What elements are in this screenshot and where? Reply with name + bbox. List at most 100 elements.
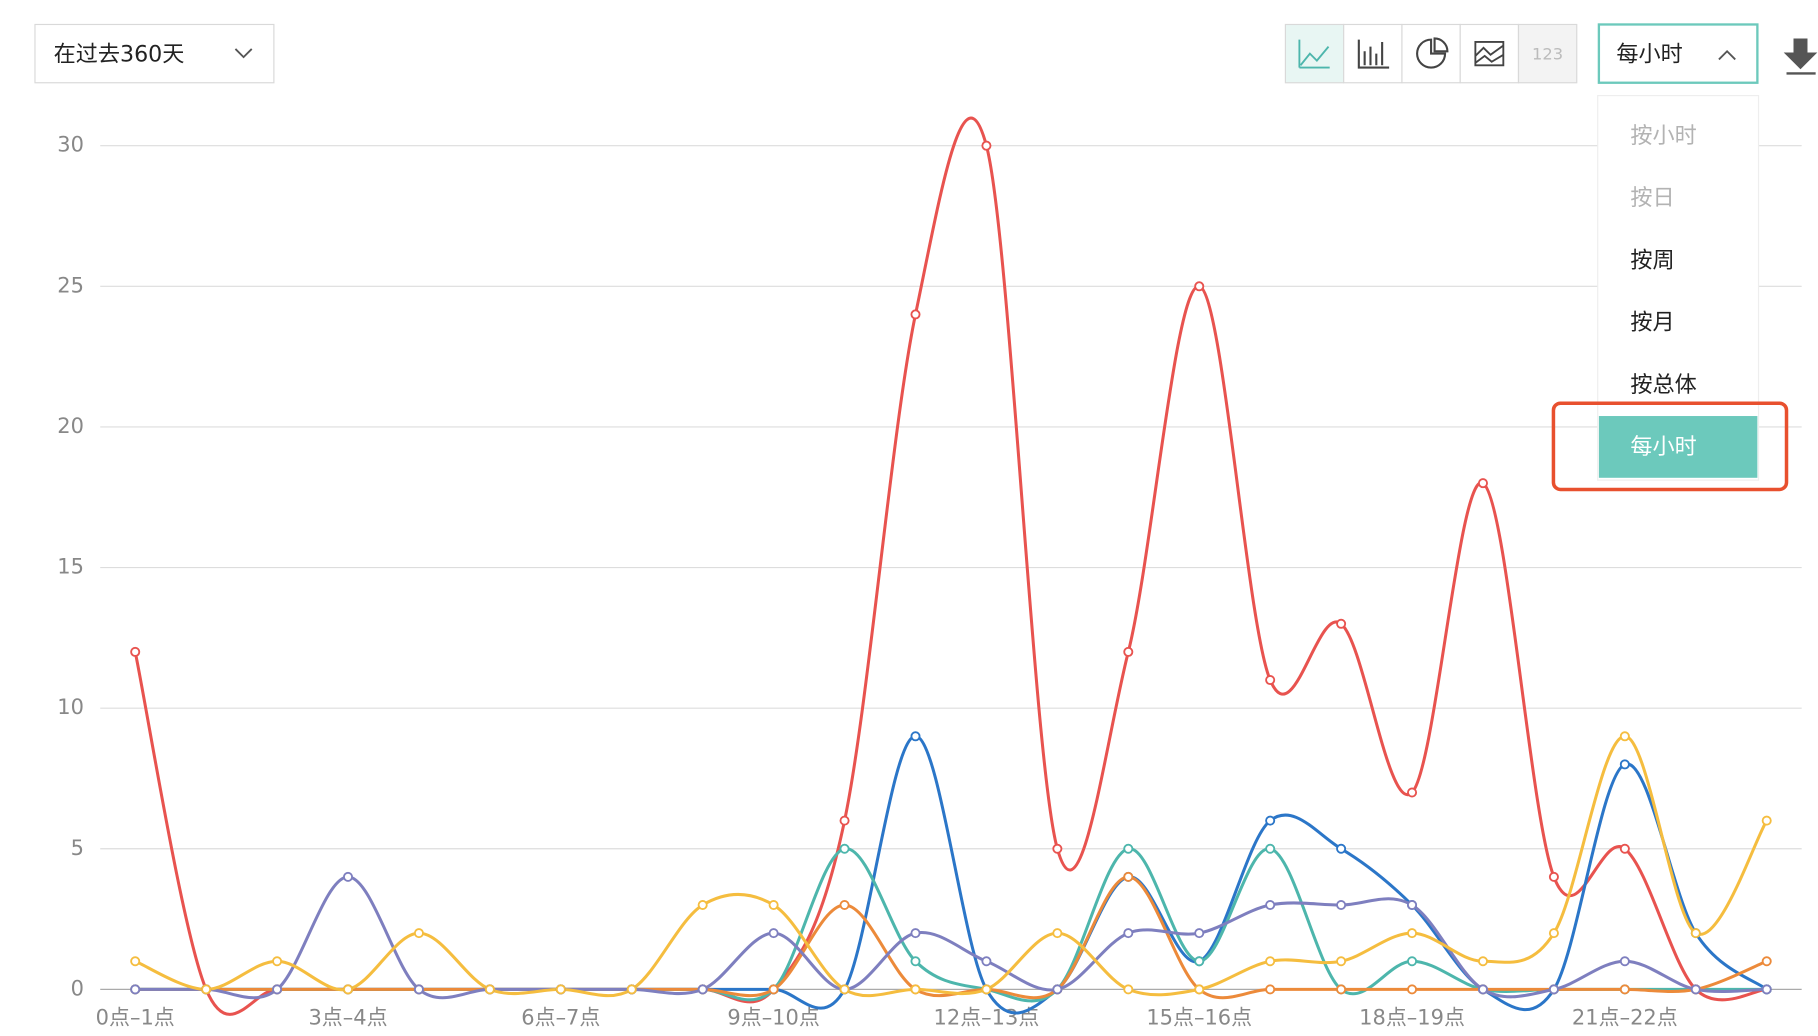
y-tick-label: 15: [57, 555, 84, 579]
chart-type-group: 123: [1284, 23, 1578, 84]
data-point: [1761, 956, 1772, 967]
data-point: [697, 984, 708, 995]
data-point: [1548, 928, 1559, 939]
data-point: [1123, 646, 1134, 657]
data-point: [1407, 900, 1418, 911]
series-line: [135, 875, 1767, 1000]
select-box[interactable]: [34, 23, 275, 84]
download-icon[interactable]: [1783, 38, 1818, 75]
x-tick-label: 6点–7点: [521, 1006, 600, 1030]
number-button-label[interactable]: 123: [1532, 44, 1563, 63]
data-point: [130, 646, 141, 657]
data-point: [697, 900, 708, 911]
data-point: [1619, 843, 1630, 854]
x-tick-label: 21点–22点: [1572, 1006, 1678, 1030]
y-tick-label: 20: [57, 414, 84, 438]
series-line: [134, 734, 1769, 998]
data-point: [1407, 984, 1418, 995]
data-point: [1336, 843, 1347, 854]
data-point: [484, 984, 495, 995]
data-point: [1265, 675, 1276, 686]
x-tick-label: 12点–13点: [934, 1006, 1040, 1030]
data-point: [1407, 956, 1418, 967]
highlight-box: [1551, 401, 1789, 492]
granularity-select[interactable]: 每小时: [1597, 23, 1759, 84]
menu-item[interactable]: 按总体: [1630, 372, 1696, 398]
menu-item[interactable]: 按小时: [1630, 123, 1696, 149]
data-point: [1761, 815, 1772, 826]
data-point: [1194, 984, 1205, 995]
download-button[interactable]: [1783, 38, 1818, 75]
data-point: [1548, 871, 1559, 882]
data-point: [1619, 956, 1630, 967]
data-point: [1407, 787, 1418, 798]
select-label[interactable]: 每小时: [1616, 41, 1682, 67]
data-point: [839, 984, 850, 995]
data-point: [910, 309, 921, 320]
data-point: [839, 843, 850, 854]
pie-icon: [1416, 37, 1449, 69]
range-select[interactable]: 在过去360天: [34, 23, 275, 84]
data-point: [1123, 928, 1134, 939]
data-point: [1336, 984, 1347, 995]
data-point: [1265, 900, 1276, 911]
y-tick-label: 25: [57, 273, 84, 297]
data-point: [1052, 928, 1063, 939]
data-point: [910, 984, 921, 995]
area-icon: [1474, 41, 1505, 67]
data-point: [1123, 984, 1134, 995]
data-point: [201, 984, 212, 995]
data-point: [1619, 984, 1630, 995]
data-point: [555, 984, 566, 995]
bar-type-button[interactable]: [1343, 23, 1403, 84]
data-point: [1194, 956, 1205, 967]
data-point: [1690, 928, 1701, 939]
data-point: [1194, 281, 1205, 292]
data-point: [981, 984, 992, 995]
plot: 0 5 10 15 20 25 30 0点–1点 3点–4点 6点–7点 9点–10点 12点–13点…: [57, 116, 1802, 1030]
line-type-button[interactable]: [1284, 23, 1345, 84]
menu-item[interactable]: 按周: [1630, 247, 1674, 273]
select-label[interactable]: 在过去360天: [54, 41, 185, 67]
data-point: [1407, 928, 1418, 939]
data-point: [1123, 843, 1134, 854]
data-point: [1265, 984, 1276, 995]
x-tick-label: 18点–19点: [1359, 1006, 1465, 1030]
number-type-button[interactable]: [1517, 23, 1578, 84]
data-point: [342, 984, 354, 995]
y-tick-label: 30: [57, 133, 84, 157]
data-point: [768, 900, 779, 911]
y-tick-label: 10: [57, 695, 84, 719]
data-point: [1619, 731, 1630, 742]
data-point: [413, 928, 424, 939]
bar-icon: [1357, 39, 1390, 69]
data-point: [768, 928, 779, 939]
data-point: [1477, 478, 1488, 489]
series-line: [135, 875, 1768, 1000]
data-point: [1690, 984, 1701, 995]
select-box[interactable]: [1597, 23, 1759, 84]
data-point: [1265, 843, 1276, 854]
data-point: [1477, 956, 1488, 967]
data-point: [839, 815, 850, 826]
data-point: [1052, 843, 1063, 854]
x-tick-label: 0点–1点: [96, 1006, 175, 1030]
data-point: [342, 871, 354, 882]
data-point: [130, 984, 141, 995]
data-point: [981, 956, 992, 967]
data-point: [768, 984, 779, 995]
data-point: [910, 731, 921, 742]
data-point: [1336, 956, 1347, 967]
data-point: [910, 956, 921, 967]
menu-item[interactable]: 按日: [1630, 185, 1674, 211]
menu-item-selected[interactable]: [1598, 416, 1758, 478]
menu-item[interactable]: 每小时: [1630, 434, 1696, 460]
data-point: [1477, 984, 1488, 995]
data-point: [272, 956, 283, 967]
series-line: [135, 847, 1767, 1003]
y-tick-label: 5: [71, 836, 84, 860]
menu-item[interactable]: 按月: [1630, 310, 1674, 336]
data-point: [1336, 618, 1347, 629]
